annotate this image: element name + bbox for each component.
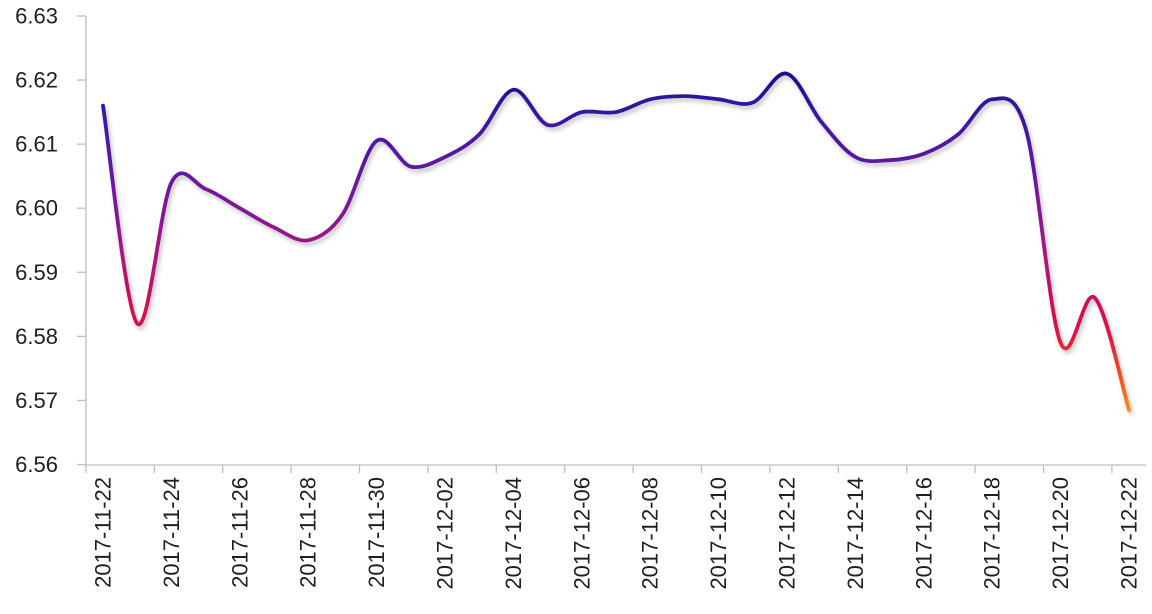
y-axis-tick-label: 6.56 — [15, 452, 58, 477]
x-axis-tick-label: 2017-12-14 — [843, 477, 868, 590]
x-axis-tick-label: 2017-12-22 — [1116, 477, 1141, 590]
x-axis-tick-label: 2017-12-16 — [911, 477, 936, 590]
y-axis-tick-label: 6.61 — [15, 132, 58, 157]
y-axis-tick-label: 6.63 — [15, 3, 58, 28]
x-axis-tick-label: 2017-12-12 — [774, 477, 799, 590]
x-axis-tick-label: 2017-11-26 — [227, 477, 252, 588]
x-axis-tick-label: 2017-12-10 — [706, 477, 731, 590]
y-axis-tick-label: 6.57 — [15, 388, 58, 413]
x-axis-tick-label: 2017-12-18 — [980, 477, 1005, 590]
y-axis-tick-label: 6.59 — [15, 260, 58, 285]
x-axis-tick-label: 2017-11-24 — [159, 477, 184, 588]
x-axis-tick-label: 2017-12-08 — [638, 477, 663, 590]
y-axis-tick-label: 6.58 — [15, 324, 58, 349]
x-axis-tick-label: 2017-11-30 — [364, 477, 389, 588]
x-axis-tick-label: 2017-12-20 — [1048, 477, 1073, 590]
x-axis-tick-label: 2017-11-22 — [90, 477, 115, 588]
y-axis-tick-label: 6.62 — [15, 68, 58, 93]
x-axis-tick-label: 2017-12-06 — [569, 477, 594, 590]
x-axis-tick-label: 2017-11-28 — [296, 477, 321, 588]
y-axis-tick-label: 6.60 — [15, 196, 58, 221]
x-axis-tick-label: 2017-12-02 — [432, 477, 457, 590]
x-axis-tick-label: 2017-12-04 — [501, 477, 526, 590]
exchange-rate-line — [101, 71, 1131, 412]
